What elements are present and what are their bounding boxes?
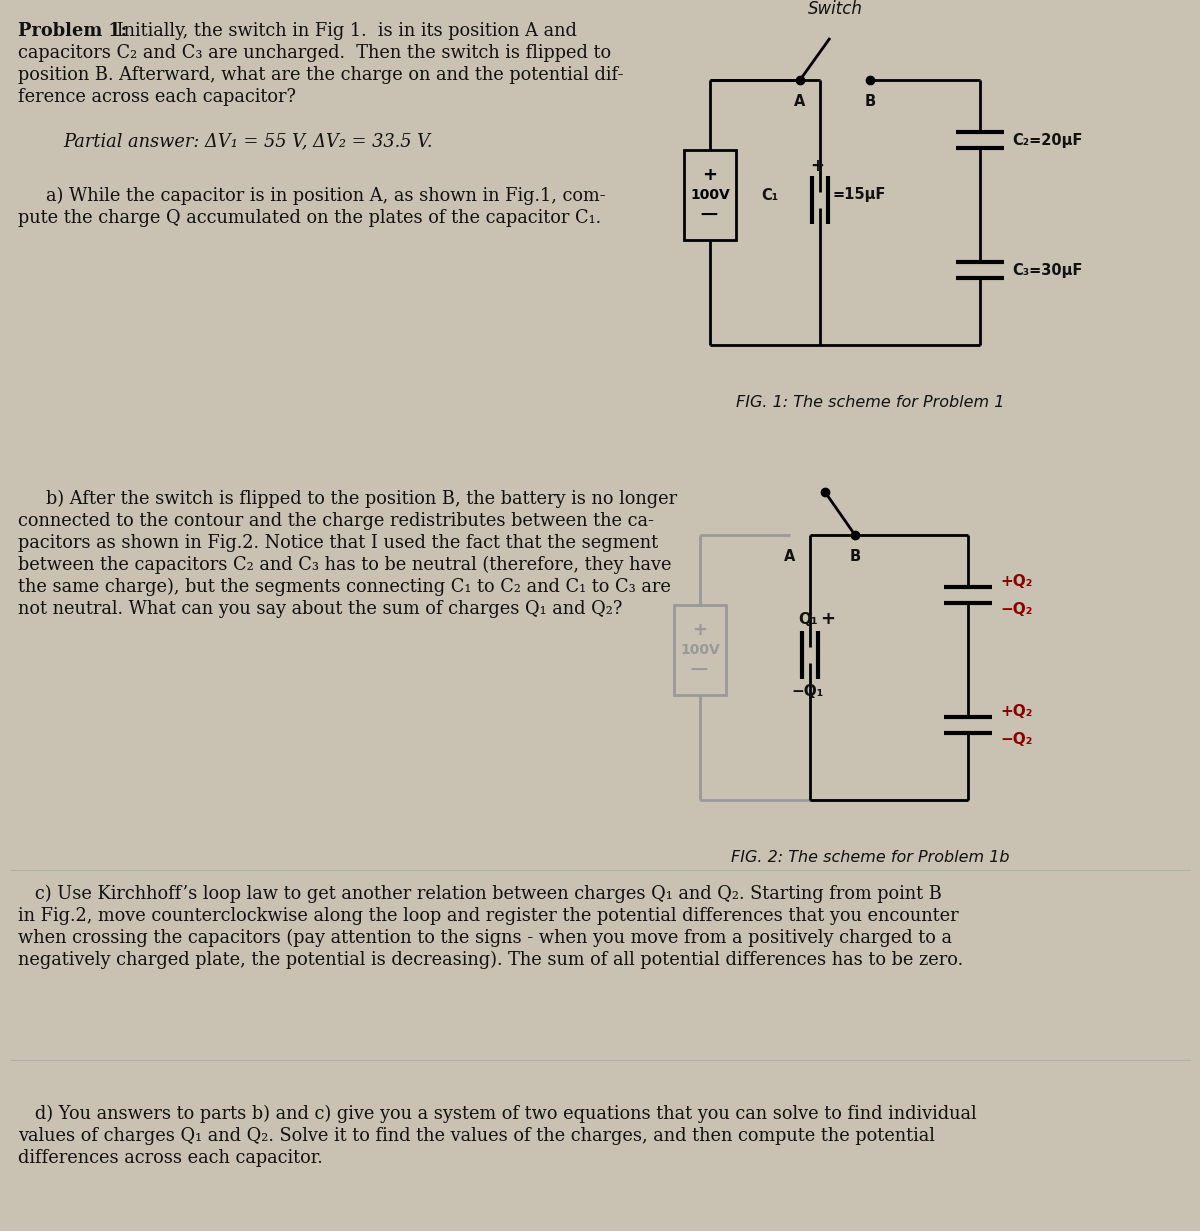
Text: b) After the switch is flipped to the position B, the battery is no longer: b) After the switch is flipped to the po… [46, 490, 677, 508]
Text: a) While the capacitor is in position A, as shown in Fig.1, com-: a) While the capacitor is in position A,… [46, 187, 606, 206]
Text: +: + [821, 611, 835, 628]
Text: Switch: Switch [808, 0, 863, 18]
Text: differences across each capacitor.: differences across each capacitor. [18, 1149, 323, 1167]
Text: connected to the contour and the charge redistributes between the ca-: connected to the contour and the charge … [18, 512, 654, 531]
Text: A: A [794, 94, 805, 110]
Bar [684, 150, 736, 240]
Text: C₃=30μF: C₃=30μF [1012, 262, 1082, 277]
Text: 100V: 100V [690, 188, 730, 202]
Text: +: + [692, 622, 708, 639]
Text: c) Use Kirchhoff’s loop law to get another relation between charges Q₁ and Q₂. S: c) Use Kirchhoff’s loop law to get anoth… [18, 885, 942, 904]
Text: ference across each capacitor?: ference across each capacitor? [18, 87, 296, 106]
Text: the same charge), but the segments connecting C₁ to C₂ and C₁ to C₃ are: the same charge), but the segments conne… [18, 579, 671, 596]
Text: C₁: C₁ [761, 187, 778, 203]
Text: d) You answers to parts b) and c) give you a system of two equations that you ca: d) You answers to parts b) and c) give y… [18, 1105, 977, 1123]
Text: Partial answer: ΔV₁ = 55 V, ΔV₂ = 33.5 V.: Partial answer: ΔV₁ = 55 V, ΔV₂ = 33.5 V… [64, 132, 432, 150]
Text: between the capacitors C₂ and C₃ has to be neutral (therefore, they have: between the capacitors C₂ and C₃ has to … [18, 556, 672, 574]
Text: pute the charge Q accumulated on the plates of the capacitor C₁.: pute the charge Q accumulated on the pla… [18, 209, 601, 227]
Text: when crossing the capacitors (pay attention to the signs - when you move from a : when crossing the capacitors (pay attent… [18, 929, 952, 947]
Text: Initially, the switch in Fig 1.  is in its position A and: Initially, the switch in Fig 1. is in it… [112, 22, 577, 39]
Text: −Q₁: −Q₁ [792, 683, 824, 698]
Text: B: B [864, 94, 876, 110]
Text: 100V: 100V [680, 643, 720, 657]
Text: FIG. 2: The scheme for Problem 1b: FIG. 2: The scheme for Problem 1b [731, 849, 1009, 865]
Text: =15μF: =15μF [832, 187, 886, 203]
Text: +: + [702, 166, 718, 185]
Text: FIG. 1: The scheme for Problem 1: FIG. 1: The scheme for Problem 1 [736, 395, 1004, 410]
Text: +Q₂: +Q₂ [1000, 703, 1032, 719]
Text: not neutral. What can you say about the sum of charges Q₁ and Q₂?: not neutral. What can you say about the … [18, 599, 623, 618]
Text: position B. Afterward, what are the charge on and the potential dif-: position B. Afterward, what are the char… [18, 66, 624, 84]
Text: A: A [785, 549, 796, 564]
Text: capacitors C₂ and C₃ are uncharged.  Then the switch is flipped to: capacitors C₂ and C₃ are uncharged. Then… [18, 44, 611, 62]
Text: +Q₂: +Q₂ [1000, 574, 1032, 588]
Text: in Fig.2, move counterclockwise along the loop and register the potential differ: in Fig.2, move counterclockwise along th… [18, 907, 959, 924]
Text: Q₁: Q₁ [798, 612, 818, 627]
Text: −: − [689, 657, 709, 682]
Text: negatively charged plate, the potential is decreasing). The sum of all potential: negatively charged plate, the potential … [18, 952, 964, 969]
Text: Problem 1:: Problem 1: [18, 22, 127, 39]
Text: −Q₂: −Q₂ [1000, 602, 1032, 617]
Text: values of charges Q₁ and Q₂. Solve it to find the values of the charges, and the: values of charges Q₁ and Q₂. Solve it to… [18, 1128, 935, 1145]
Text: −: − [698, 203, 720, 227]
Bar [674, 604, 726, 696]
Text: B: B [850, 549, 860, 564]
Text: −Q₂: −Q₂ [1000, 731, 1032, 746]
Text: pacitors as shown in Fig.2. Notice that I used the fact that the segment: pacitors as shown in Fig.2. Notice that … [18, 534, 658, 551]
Text: C₂=20μF: C₂=20μF [1012, 133, 1082, 148]
Text: +: + [810, 158, 824, 175]
